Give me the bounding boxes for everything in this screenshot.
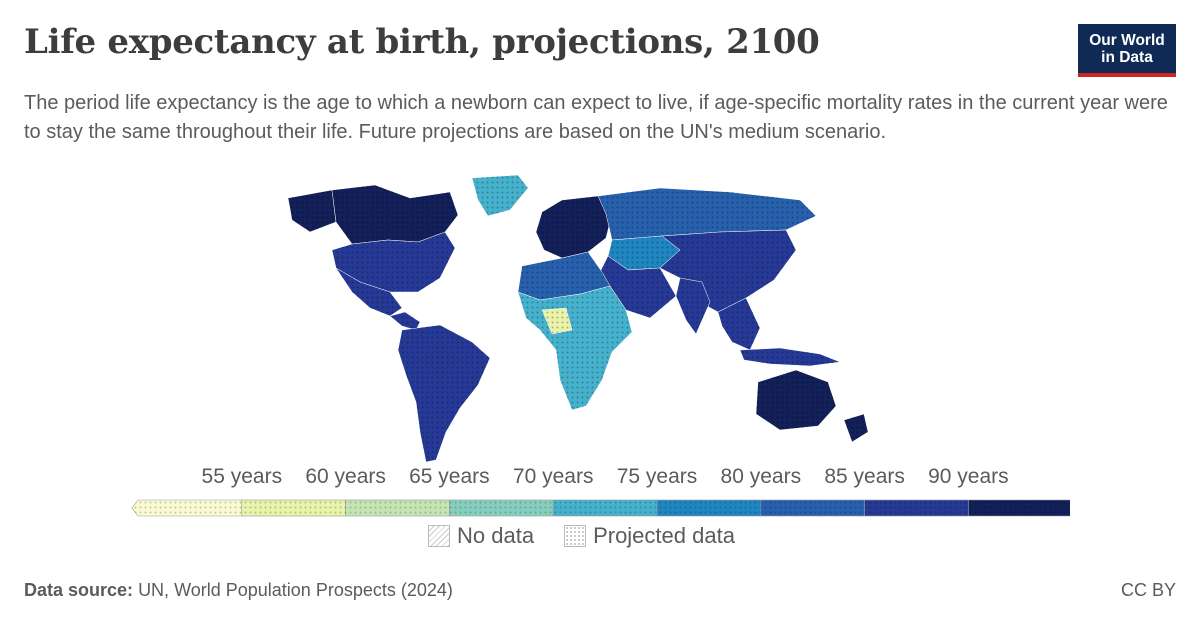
data-source: Data source: UN, World Population Prospe… xyxy=(24,580,453,601)
map-region-pattern xyxy=(542,308,572,334)
logo-accent-bar xyxy=(1078,73,1176,77)
color-legend xyxy=(131,499,1070,517)
legend-bin-pattern xyxy=(132,500,242,516)
projected-data-swatch xyxy=(564,525,587,547)
legend-bin-pattern xyxy=(864,500,969,516)
legend-tick-label: 70 years xyxy=(512,465,594,488)
world-map[interactable] xyxy=(240,170,900,465)
projected-data-label: Projected data xyxy=(593,523,735,548)
map-region-pattern xyxy=(718,298,760,350)
map-region-pattern xyxy=(676,278,710,334)
map-region-pattern xyxy=(756,370,836,430)
chart-subtitle: The period life expectancy is the age to… xyxy=(24,92,1168,143)
map-region-pattern xyxy=(518,252,610,300)
logo-line-1: Our World xyxy=(1089,32,1165,49)
legend-bin-pattern xyxy=(657,500,761,516)
data-source-text: UN, World Population Prospects (2024) xyxy=(138,580,453,600)
map-region-pattern xyxy=(332,185,458,244)
legend-tick-labels: 55 years 60 years 65 years 70 years 75 years… xyxy=(0,465,1200,495)
map-region-pattern xyxy=(472,175,528,216)
legend-bin-pattern xyxy=(345,500,450,516)
no-data-swatch xyxy=(428,525,450,547)
legend-tick-label: 90 years xyxy=(928,465,1009,488)
map-region-pattern xyxy=(390,312,420,330)
map-region-pattern xyxy=(608,236,680,270)
chart-title: Life expectancy at birth, projections, 2… xyxy=(24,22,820,62)
map-region-pattern xyxy=(740,348,840,366)
legend-bin-pattern xyxy=(241,500,346,516)
no-data-label: No data xyxy=(457,523,535,548)
map-region-pattern xyxy=(398,325,490,462)
legend-tick-label: 65 years xyxy=(409,465,490,488)
legend-bin-pattern xyxy=(968,500,1070,516)
map-region-pattern xyxy=(600,256,676,318)
logo-line-2: in Data xyxy=(1101,49,1153,66)
data-source-label: Data source: xyxy=(24,580,134,600)
legend-tick-label: 80 years xyxy=(720,465,802,488)
license-label[interactable]: CC BY xyxy=(1120,580,1176,600)
map-region-pattern xyxy=(536,196,612,258)
map-region-pattern xyxy=(288,190,336,232)
map-region-pattern xyxy=(336,268,402,316)
owid-logo[interactable]: Our World in Data xyxy=(1078,24,1176,77)
map-region-pattern xyxy=(844,414,868,442)
legend-special-keys: No data Projected data xyxy=(428,523,735,549)
legend-bin-pattern xyxy=(449,500,554,516)
map-region-pattern xyxy=(598,188,816,240)
legend-bin-pattern xyxy=(760,500,865,516)
map-region-pattern xyxy=(332,232,455,292)
map-region-pattern xyxy=(518,286,632,410)
legend-bin-pattern xyxy=(553,500,657,516)
legend-tick-label: 75 years xyxy=(616,465,698,488)
legend-tick-label: 85 years xyxy=(824,465,905,488)
legend-tick-label: 55 years xyxy=(201,465,283,488)
legend-tick-label: 60 years xyxy=(305,465,386,488)
